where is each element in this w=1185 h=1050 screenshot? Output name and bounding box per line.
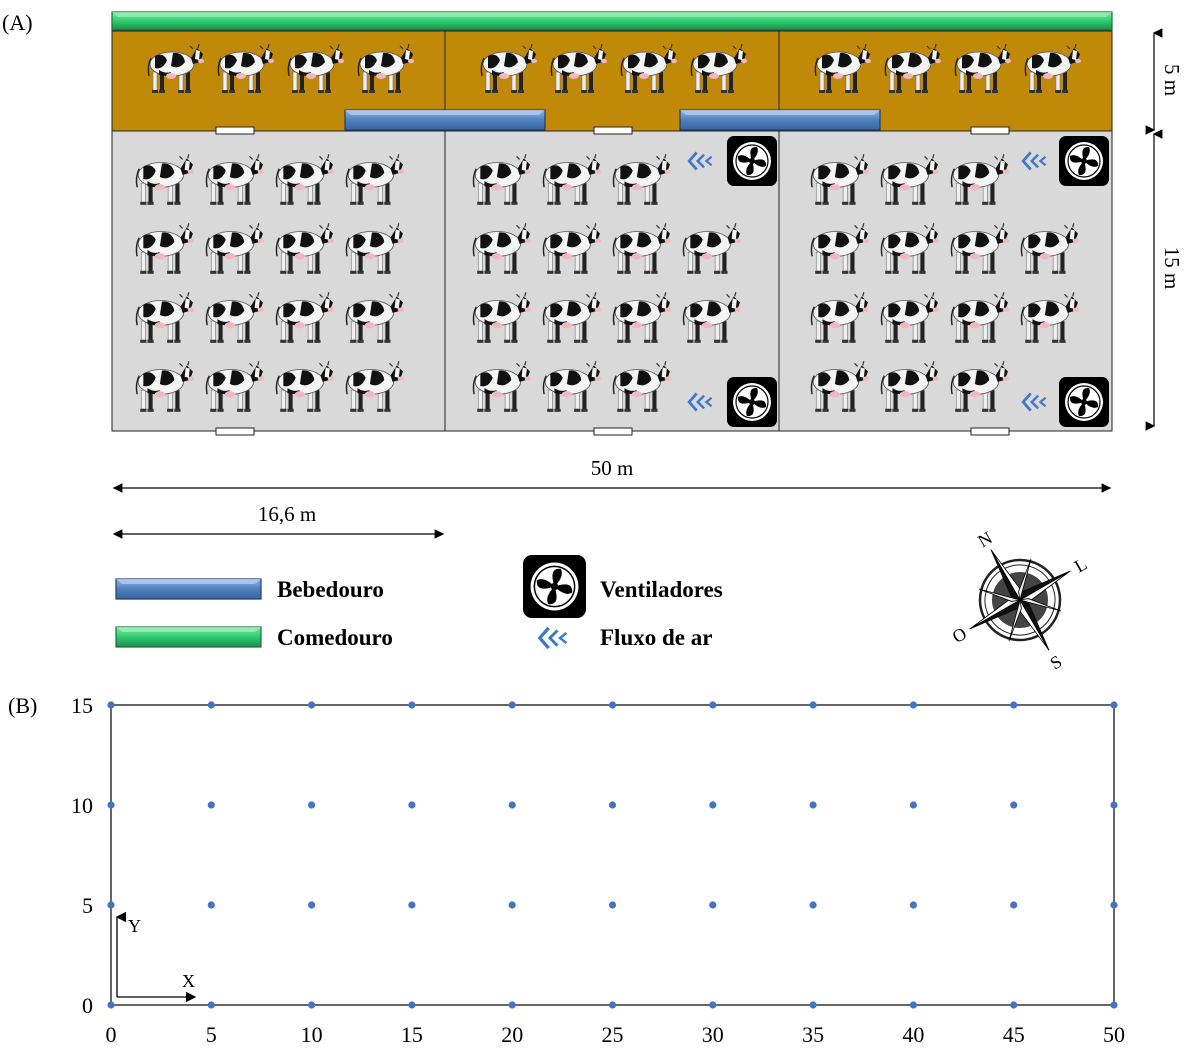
gate-markers: [215, 126, 1010, 436]
sampling-point: [709, 701, 717, 709]
sampling-point: [909, 701, 918, 709]
sampling-point: [408, 701, 416, 709]
feed-zone-depth-label: 5 m: [1160, 64, 1184, 96]
sampling-point: [1010, 1001, 1018, 1009]
sampling-point: [809, 901, 817, 909]
sampling-point: [107, 801, 115, 809]
sampling-point: [1110, 901, 1118, 909]
sampling-point: [308, 801, 316, 809]
sampling-grid-plot: 0 5 10 15 20 25 30 35 40 45 50 0 5 10 15: [71, 693, 1125, 1047]
sampling-point: [408, 801, 416, 809]
water-trough: [679, 109, 881, 131]
rest-zone-depth-label: 15 m: [1160, 247, 1184, 290]
compass-east-label: L: [1071, 554, 1091, 577]
x-tick-label: 35: [802, 1022, 824, 1047]
legend-fan-label: Ventiladores: [600, 577, 723, 602]
section-width-label: 16,6 m: [258, 502, 316, 526]
compass-south-label: S: [1047, 651, 1066, 673]
x-tick-labels: 0 5 10 15 20 25 30 35 40 45 50: [106, 1022, 1126, 1047]
sampling-point: [809, 801, 817, 809]
legend: Bebedouro Comedouro Ventiladores Fluxo d…: [115, 555, 723, 650]
fan-icon: [727, 377, 777, 427]
sampling-point: [107, 1001, 115, 1009]
axis-indicator: [115, 911, 197, 1003]
sampling-point: [608, 1001, 617, 1009]
x-tick-label: 10: [301, 1022, 323, 1047]
legend-airflow-label: Fluxo de ar: [600, 625, 712, 650]
axis-x-label: X: [182, 971, 195, 991]
legend-airflow-icon: [538, 626, 569, 650]
sampling-point: [809, 701, 817, 709]
sampling-point: [709, 1001, 717, 1009]
legend-water-trough-swatch: [115, 578, 262, 600]
x-tick-label: 40: [902, 1022, 924, 1047]
barn-layout: [111, 11, 1113, 436]
sampling-point: [1010, 701, 1018, 709]
sampling-point: [308, 1001, 316, 1009]
sampling-point: [1110, 801, 1118, 809]
y-tick-label: 0: [82, 993, 93, 1018]
sampling-point: [909, 901, 918, 909]
compass-north-label: N: [974, 527, 995, 551]
sampling-point: [207, 901, 215, 909]
plot-frame: [110, 704, 1115, 1006]
compass-rose-icon: N L S O: [949, 527, 1091, 673]
legend-water-trough-label: Bebedouro: [277, 577, 384, 602]
legend-feeder-swatch: [115, 626, 262, 648]
feed-zone: [111, 30, 1113, 132]
sampling-point: [709, 801, 717, 809]
fan-icon: [1059, 377, 1109, 427]
panel-a-label: (A): [2, 10, 33, 35]
sampling-point: [1110, 1001, 1118, 1009]
sampling-point: [909, 1001, 918, 1009]
x-tick-label: 20: [501, 1022, 523, 1047]
x-tick-label: 45: [1003, 1022, 1025, 1047]
sampling-point: [508, 701, 516, 709]
sampling-point: [107, 901, 115, 909]
sampling-point: [107, 701, 115, 709]
sampling-point: [408, 901, 416, 909]
sampling-point: [308, 901, 316, 909]
sampling-point: [909, 801, 918, 809]
y-tick-label: 10: [71, 793, 93, 818]
length-label: 50 m: [591, 456, 634, 480]
sampling-point: [207, 701, 215, 709]
x-tick-label: 25: [602, 1022, 624, 1047]
sampling-point: [207, 1001, 215, 1009]
sampling-point: [809, 1001, 817, 1009]
x-tick-label: 30: [702, 1022, 724, 1047]
feeder-bar: [111, 11, 1113, 31]
fan-icon: [1059, 136, 1109, 186]
sampling-point: [207, 801, 215, 809]
axis-y-label: Y: [128, 916, 141, 936]
sampling-point: [1010, 801, 1018, 809]
water-trough: [344, 109, 546, 131]
x-tick-label: 50: [1103, 1022, 1125, 1047]
sampling-point: [308, 701, 316, 709]
panel-b-label: (B): [8, 693, 37, 718]
y-tick-label: 5: [82, 893, 93, 918]
y-tick-labels: 0 5 10 15: [71, 693, 93, 1018]
sampling-point: [608, 801, 617, 809]
x-tick-label: 0: [106, 1022, 117, 1047]
sampling-point: [1110, 701, 1118, 709]
legend-feeder-label: Comedouro: [277, 625, 393, 650]
legend-fan-icon: [523, 555, 586, 618]
sampling-point: [508, 901, 516, 909]
sampling-point: [408, 1001, 416, 1009]
x-tick-label: 15: [401, 1022, 423, 1047]
sampling-point: [508, 801, 516, 809]
sampling-point: [508, 1001, 516, 1009]
fan-icon: [727, 136, 777, 186]
compass-west-label: O: [949, 623, 970, 647]
x-tick-label: 5: [206, 1022, 217, 1047]
sampling-point: [1010, 901, 1018, 909]
sampling-point: [608, 701, 617, 709]
y-tick-label: 15: [71, 693, 93, 718]
sampling-point: [608, 901, 617, 909]
sampling-point: [709, 901, 717, 909]
sampling-points: [107, 701, 1118, 1009]
